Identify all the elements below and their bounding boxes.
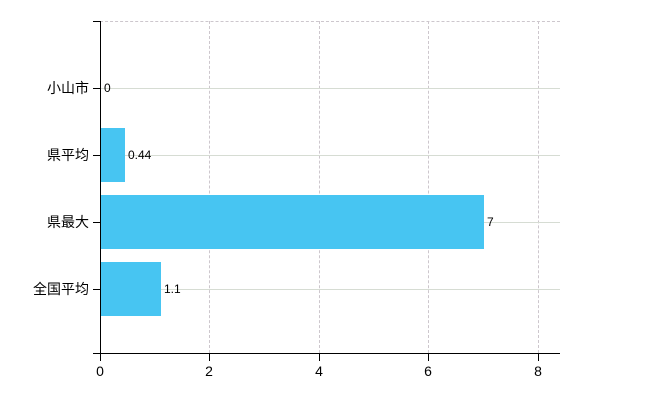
x-tick-label: 6 [424, 363, 432, 379]
plot-top-border [100, 21, 560, 22]
x-axis-tick [209, 353, 210, 361]
y-axis-tick [93, 289, 100, 290]
bar [101, 128, 125, 182]
x-gridline [428, 21, 429, 353]
x-gridline [319, 21, 320, 353]
bar [101, 262, 161, 316]
bar [101, 195, 484, 249]
y-axis-tick [93, 88, 100, 89]
x-gridline [209, 21, 210, 353]
x-tick-label: 2 [205, 363, 213, 379]
x-axis-tick [428, 353, 429, 361]
bar-value-label: 7 [487, 215, 494, 229]
x-gridline [538, 21, 539, 353]
x-tick-label: 8 [534, 363, 542, 379]
x-tick-label: 4 [315, 363, 323, 379]
x-axis-tick [319, 353, 320, 361]
y-gridline [100, 289, 560, 290]
x-axis [93, 353, 560, 354]
category-label: 県最大 [47, 214, 89, 230]
bar-value-label: 0.44 [128, 148, 152, 162]
category-label: 県平均 [47, 147, 89, 163]
bar-value-label: 0 [104, 81, 111, 95]
y-axis-tick [93, 21, 100, 22]
x-tick-label: 0 [96, 363, 104, 379]
x-axis-tick [538, 353, 539, 361]
y-axis-tick [93, 222, 100, 223]
y-gridline [100, 155, 560, 156]
y-gridline [100, 88, 560, 89]
y-axis-tick [93, 155, 100, 156]
category-label: 小山市 [47, 80, 89, 96]
y-axis [100, 21, 101, 353]
category-label: 全国平均 [33, 281, 89, 297]
x-axis-tick [100, 353, 101, 361]
bar-value-label: 1.1 [164, 282, 181, 296]
